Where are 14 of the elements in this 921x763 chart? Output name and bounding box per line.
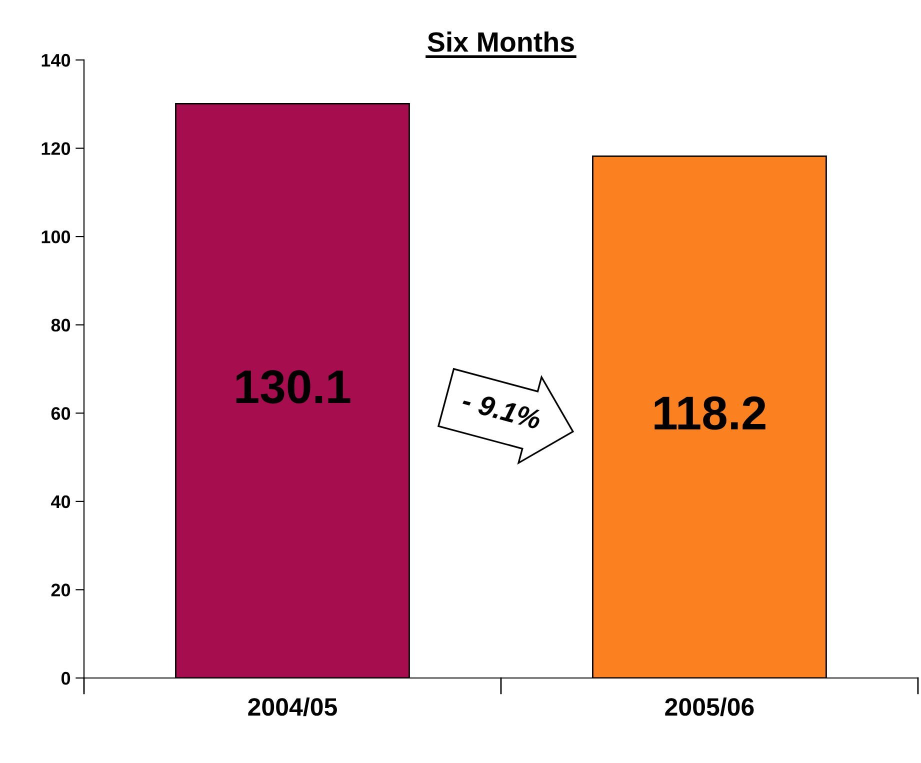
- x-tick-label: 2005/06: [665, 697, 754, 716]
- y-tick-label: 80: [51, 318, 70, 332]
- y-tick-label: 60: [51, 407, 70, 420]
- annotation: - 9.1%: [461, 390, 542, 430]
- chart-title: Six Months: [428, 32, 574, 52]
- y-tick-label: 100: [42, 230, 70, 244]
- y-tick-label: 140: [42, 54, 70, 67]
- data-label: 130.1: [236, 370, 350, 404]
- y-tick-label: 40: [50, 495, 70, 508]
- data-label: 118.2: [654, 396, 766, 430]
- y-tick-label: 0: [61, 672, 70, 685]
- y-tick-label: 20: [51, 584, 70, 596]
- x-tick-label: 2004/05: [248, 697, 337, 716]
- y-tick-label: 120: [42, 142, 70, 155]
